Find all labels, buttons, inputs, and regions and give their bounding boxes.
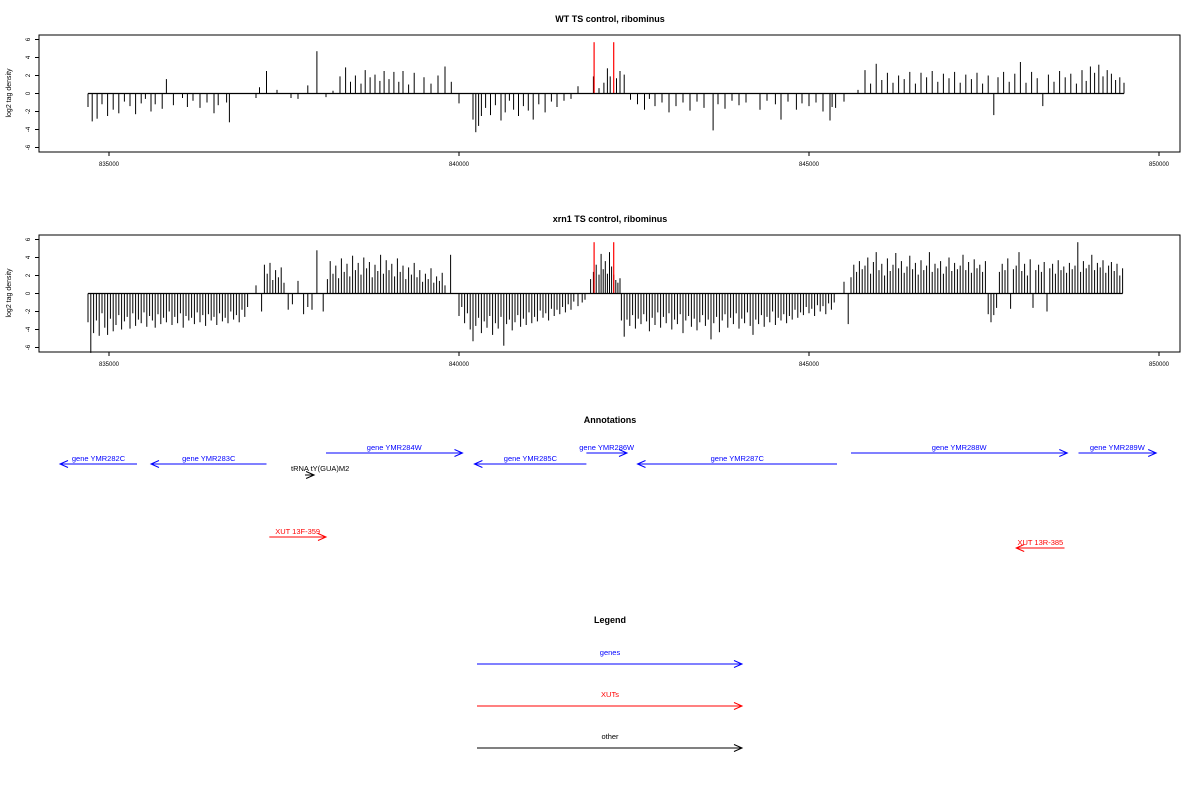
annotation-label: tRNA tY(GUA)M2 bbox=[291, 464, 349, 473]
panel-wt-ytick-label: -6 bbox=[26, 144, 32, 150]
panel-xrn1-ylabel: log2 tag density bbox=[6, 268, 13, 318]
panel-wt-ytick-label: 2 bbox=[26, 73, 32, 77]
panel-wt-xaxis: 835000 840000 845000 850000 bbox=[99, 152, 1170, 168]
annotation-feature: gene YMR287C bbox=[636, 454, 837, 468]
annotation-arrow-head bbox=[618, 449, 629, 457]
panel-xrn1-bars bbox=[87, 242, 1124, 353]
legend-label: XUTs bbox=[601, 690, 619, 699]
panel-xrn1-yaxis: -6 -4 -2 0 2 4 6 bbox=[26, 237, 39, 350]
panel-xrn1-title: xrn1 TS control, ribominus bbox=[553, 214, 668, 224]
annotation-arrow-head bbox=[1014, 544, 1025, 552]
panel-wt-bars bbox=[87, 42, 1125, 133]
panel-wt-xtick-label: 850000 bbox=[1149, 162, 1170, 168]
annotation-feature: XUT 13F-359 bbox=[269, 527, 328, 541]
panel-wt-ytick-label: 0 bbox=[26, 91, 32, 95]
legend-arrow-head bbox=[733, 744, 744, 752]
panel-xrn1-xtick-label: 845000 bbox=[799, 362, 820, 368]
legend-item: other bbox=[477, 732, 744, 752]
annotation-arrow-head bbox=[636, 460, 646, 468]
annotation-arrow-head bbox=[305, 471, 316, 479]
annotation-label: gene YMR283C bbox=[182, 454, 236, 463]
annotation-arrow-head bbox=[473, 460, 483, 468]
panel-xrn1-xtick-label: 840000 bbox=[449, 362, 470, 368]
panel-wt-xtick-label: 835000 bbox=[99, 162, 120, 168]
panel-xrn1-xaxis: 835000 840000 845000 850000 bbox=[99, 352, 1170, 368]
panel-xrn1-ytick-label: 0 bbox=[26, 291, 32, 295]
annotation-features: gene YMR282C gene YMR283C gene YMR284W gene… bbox=[58, 443, 1158, 552]
annotations-panel: Annotations gene YMR282C gene YMR283Cgene… bbox=[58, 415, 1158, 552]
panel-wt-ytick-label: 4 bbox=[26, 55, 32, 59]
annotation-feature: gene YMR286W bbox=[579, 443, 635, 457]
panel-wt-ylabel: log2 tag density bbox=[6, 68, 13, 118]
annotation-arrow-head bbox=[454, 449, 464, 457]
annotation-label: gene YMR285C bbox=[504, 454, 558, 463]
annotation-feature: gene YMR284W bbox=[326, 443, 464, 457]
panel-wt-ytick-label: 6 bbox=[26, 37, 32, 41]
annotation-label: XUT 13F-359 bbox=[275, 527, 320, 536]
annotation-arrow-head bbox=[1059, 449, 1069, 457]
legend-arrow-head bbox=[733, 660, 744, 668]
annotation-label: gene YMR287C bbox=[711, 454, 765, 463]
panel-xrn1-ytick-label: 2 bbox=[26, 273, 32, 277]
panel-wt-xtick-label: 845000 bbox=[799, 162, 820, 168]
annotation-arrow-head bbox=[317, 533, 328, 541]
annotation-label: gene YMR288W bbox=[932, 443, 988, 452]
panel-xrn1-ytick-label: -6 bbox=[26, 344, 32, 350]
legend-items: genes XUTs other bbox=[477, 648, 744, 752]
panel-wt-ytick-label: -4 bbox=[26, 126, 32, 132]
annotation-arrow-head bbox=[1147, 449, 1158, 457]
legend-item: XUTs bbox=[477, 690, 744, 710]
panel-xrn1-xtick-label: 850000 bbox=[1149, 362, 1170, 368]
panel-wt-yaxis: -6 -4 -2 0 2 4 6 bbox=[26, 37, 39, 150]
annotation-feature: tRNA tY(GUA)M2 bbox=[291, 464, 349, 479]
panel-xrn1-ytick-label: 4 bbox=[26, 255, 32, 259]
panel-wt-title: WT TS control, ribominus bbox=[555, 14, 665, 24]
annotation-label: gene YMR284W bbox=[367, 443, 423, 452]
legend-item: genes bbox=[477, 648, 744, 668]
annotations-title: Annotations bbox=[584, 415, 637, 425]
legend-panel: Legend genes XUTs other bbox=[477, 615, 744, 752]
annotation-label: gene YMR289W bbox=[1090, 443, 1146, 452]
annotation-feature: gene YMR289W bbox=[1078, 443, 1158, 457]
annotation-feature: gene YMR285C bbox=[473, 454, 587, 468]
annotation-feature: gene YMR283C bbox=[149, 454, 267, 468]
panel-wt-ytick-label: -2 bbox=[26, 108, 32, 114]
panel-wt: WT TS control, ribominus log2 tag densit… bbox=[6, 14, 1181, 168]
annotation-feature: gene YMR282C bbox=[58, 454, 137, 468]
legend-label: other bbox=[601, 732, 619, 741]
panel-xrn1-xtick-label: 835000 bbox=[99, 362, 120, 368]
legend-title: Legend bbox=[594, 615, 626, 625]
panel-xrn1-ytick-label: 6 bbox=[26, 237, 32, 241]
annotation-arrow-head bbox=[149, 460, 160, 468]
legend-arrow-head bbox=[733, 702, 744, 710]
panel-wt-xtick-label: 840000 bbox=[449, 162, 470, 168]
annotation-label: XUT 13R-385 bbox=[1017, 538, 1063, 547]
annotation-feature: gene YMR288W bbox=[851, 443, 1069, 457]
panel-xrn1: xrn1 TS control, ribominus log2 tag dens… bbox=[6, 214, 1181, 368]
annotation-label: gene YMR282C bbox=[72, 454, 126, 463]
annotation-label: gene YMR286W bbox=[579, 443, 635, 452]
panel-xrn1-ytick-label: -4 bbox=[26, 326, 32, 332]
legend-label: genes bbox=[600, 648, 621, 657]
annotation-feature: XUT 13R-385 bbox=[1014, 538, 1065, 552]
annotation-arrow-head bbox=[58, 460, 69, 468]
panel-xrn1-ytick-label: -2 bbox=[26, 308, 32, 314]
